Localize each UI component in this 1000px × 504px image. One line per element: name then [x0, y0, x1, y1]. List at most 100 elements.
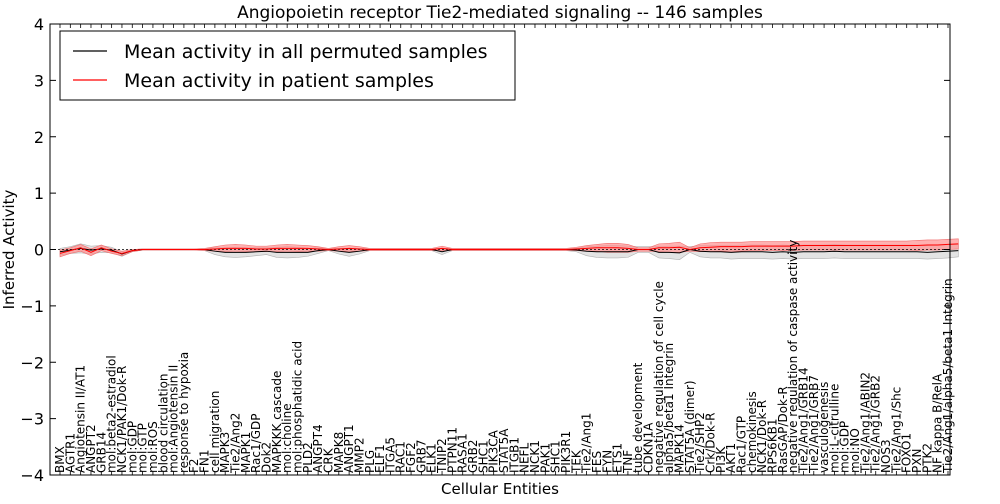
x-tick-label: mol:GDP — [838, 421, 852, 473]
x-tick-label: RASA1 — [456, 433, 470, 473]
y-tick-label: 3 — [34, 71, 44, 90]
x-tick-label: NEFL — [518, 443, 532, 473]
x-tick-label: mol:GDP — [125, 421, 139, 473]
legend-label: Mean activity in patient samples — [124, 70, 434, 92]
x-tick-label: GRB14 — [94, 432, 108, 473]
x-tick-label: MAPK3 — [218, 432, 232, 473]
x-tick-label: Tie2/Ang1/alpha5/beta1 Integrin — [941, 278, 955, 474]
x-tick-label: blood circulation — [156, 373, 170, 473]
x-tick-label: GRB2 — [466, 439, 480, 473]
x-tick-label: F2 — [187, 458, 201, 473]
x-tick-label: Tie2/Ang2 — [229, 413, 243, 474]
legend: Mean activity in all permuted samples Mea… — [59, 30, 516, 101]
x-tick-label: mol:NO — [848, 428, 862, 473]
series-line-patient — [59, 243, 959, 254]
y-tick-label: 4 — [34, 15, 44, 34]
x-tick-label: NCK1 — [528, 440, 542, 473]
x-tick-label: MAPK8 — [332, 432, 346, 473]
x-tick-label: mol:Angiotensin II — [167, 365, 181, 473]
legend-label: Mean activity in all permuted samples — [124, 41, 487, 63]
x-tick-label: PXN — [910, 449, 924, 473]
x-tick-label: Tie2/Ang1/GRB2 — [869, 375, 883, 474]
x-tick-label: ELF1 — [373, 444, 387, 473]
x-tick-label: PIK3R1 — [559, 431, 573, 473]
x-tick-label: AGTR1 — [63, 433, 77, 473]
y-tick-label: 0 — [34, 241, 44, 260]
x-tick-label: Tie2/Ang1/ABIN2 — [858, 372, 872, 474]
x-tick-label: PI3K — [714, 446, 728, 473]
x-tick-label: ANGPT1 — [342, 424, 356, 473]
x-tick-label: mol:L-citrulline — [827, 384, 841, 473]
x-tick-label: NCK1/Dok-R — [755, 400, 769, 473]
x-tick-label: FOXO1 — [900, 433, 914, 473]
x-tick-label: Tie2/Ang1/Shc — [889, 387, 903, 474]
x-tick-label: ELK1 — [425, 443, 439, 473]
x-tick-label: SHC1 — [549, 440, 563, 473]
x-tick-label: cell migration — [208, 391, 222, 473]
y-axis-label: Inferred Activity — [0, 189, 18, 309]
x-tick-label: Dok2 — [260, 442, 274, 473]
x-tick-label: ITGB1 — [507, 437, 521, 473]
x-tick-label: Tie2/SHP2 — [693, 412, 707, 474]
x-tick-label: vasculogenesis — [817, 382, 831, 473]
x-tick-label: negative regulation of caspase activity — [786, 240, 800, 473]
x-tick-label: ETS1 — [611, 443, 625, 473]
x-tick-label: SHC1 — [476, 440, 490, 473]
x-tick-label: PTK2 — [920, 443, 934, 473]
x-tick-label: ANGPT4 — [311, 424, 325, 473]
x-tick-label: TEK — [569, 449, 583, 474]
band-patient — [59, 238, 959, 258]
x-tick-label: chemokinesis — [745, 391, 759, 473]
x-tick-label: alpha5/beta1 Integrin — [662, 343, 676, 473]
legend-box — [59, 30, 516, 101]
x-tick-label: STAT5A (dimer) — [683, 380, 697, 473]
x-tick-label: negative regulation of cell cycle — [652, 281, 666, 473]
x-tick-label: Tie2/Ang1/GRB7 — [807, 375, 821, 474]
y-tick-label: 2 — [34, 128, 44, 147]
x-tick-label: ITGA5 — [383, 437, 397, 473]
x-tick-label: Crk/Dok-R — [704, 412, 718, 473]
x-tick-label: RPS6KB1 — [765, 418, 779, 473]
x-tick-label: GRB7 — [414, 439, 428, 473]
x-tick-label: Angiotensin II/AT1 — [74, 365, 88, 473]
x-tick-label: MAPK14 — [673, 424, 687, 473]
x-tick-label: AKT1 — [724, 443, 738, 473]
y-tick-label: 1 — [34, 184, 44, 203]
x-tick-label: NOS3 — [879, 439, 893, 473]
x-tick-label: FES — [590, 451, 604, 473]
x-tick-label: Rac1/GTP — [734, 416, 748, 473]
x-tick-label: FN1 — [198, 449, 212, 473]
x-tick-label: mol:choline — [280, 403, 294, 473]
x-tick-label: CRK — [321, 447, 335, 473]
x-tick-label: mol:GTP — [136, 423, 150, 473]
x-tick-label: Tie2/Ang1 — [580, 413, 594, 474]
x-tick-label: response to hypoxia — [177, 352, 191, 473]
x-tick-label: mol:ROS — [146, 421, 160, 473]
y-tick-label: −2 — [20, 353, 44, 372]
chart-title: Angiopoietin receptor Tie2-mediated sign… — [237, 3, 763, 23]
y-tick-label: −4 — [20, 466, 44, 485]
x-tick-label: CDKN1A — [642, 422, 656, 473]
x-tick-label: PAK1 — [538, 443, 552, 473]
x-tick-label: mol:phosphatidic acid — [290, 341, 304, 473]
x-tick-label: MMP2 — [352, 437, 366, 473]
x-tick-label: NCK1/PAK1/Dok-R — [115, 366, 129, 473]
x-tick-label: Rac1/GDP — [249, 414, 263, 473]
x-tick-label: RAC1 — [394, 441, 408, 473]
x-tick-label: RasGAP/Dok-R — [776, 386, 790, 473]
x-tick-label: TNIP2 — [435, 438, 449, 474]
x-tick-label: MAPK1 — [239, 432, 253, 473]
y-tick-label: −1 — [20, 297, 44, 316]
x-tick-label: NF kappa B/RelA — [931, 373, 945, 473]
y-tick-label: −3 — [20, 410, 44, 429]
x-tick-label: PIK3CA — [487, 429, 501, 473]
x-tick-label: PTPN11 — [445, 427, 459, 473]
x-tick-label: STAT5A — [497, 428, 511, 473]
x-tick-label: TNF — [621, 450, 635, 474]
x-tick-label: FYN — [600, 450, 614, 473]
x-tick-label: FGF2 — [404, 442, 418, 473]
x-tick-label: PLD2 — [301, 442, 315, 473]
x-tick-label: BMX — [53, 446, 67, 473]
